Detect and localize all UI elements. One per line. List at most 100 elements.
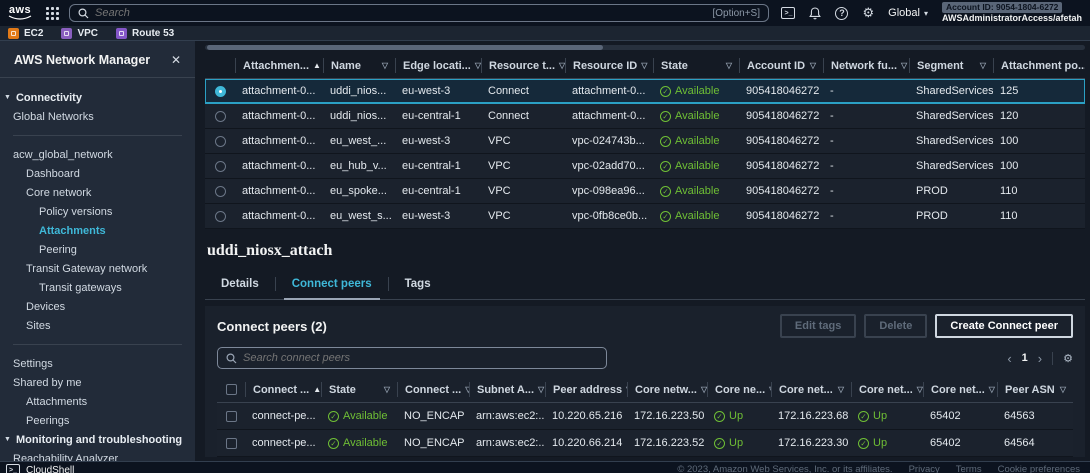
sort-icon[interactable]: ▽ — [988, 385, 995, 394]
sort-icon[interactable]: ▽ — [381, 61, 388, 70]
sidebar-item-core-network[interactable]: Core network — [26, 186, 92, 199]
settings-gear-icon[interactable]: ⚙ — [862, 5, 875, 20]
close-icon[interactable]: ✕ — [170, 53, 181, 67]
sort-icon[interactable]: ▽ — [383, 385, 390, 394]
sidebar-item-transit-gateway-network[interactable]: Transit Gateway network — [26, 262, 148, 275]
sidebar-item-policy-versions[interactable]: Policy versions — [39, 205, 113, 218]
sort-icon[interactable]: ▽ — [725, 61, 732, 70]
col-segment[interactable]: Segment ▽ — [909, 58, 993, 73]
row-checkbox[interactable] — [225, 437, 237, 449]
horizontal-scrollbar[interactable] — [205, 45, 1085, 50]
table-row[interactable]: attachment-0... uddi_nios... eu-west-3 C… — [205, 79, 1085, 104]
col-core-network-bgp2[interactable]: Core net... ▽ — [851, 382, 923, 397]
aws-logo[interactable]: aws — [8, 4, 32, 21]
col-name[interactable]: Name ▽ — [323, 58, 395, 73]
sort-icon[interactable]: ▽ — [465, 385, 469, 394]
table-row[interactable]: attachment-0... eu_hub_v... eu-central-1… — [205, 154, 1085, 179]
sort-icon[interactable]: ▽ — [769, 385, 771, 394]
radio-button[interactable] — [214, 185, 226, 197]
help-icon[interactable]: ? — [835, 6, 849, 20]
search-input[interactable] — [95, 7, 707, 19]
sidebar-item-devices[interactable]: Devices — [26, 300, 66, 313]
sort-icon[interactable]: ▽ — [1059, 385, 1066, 394]
sidebar-section-connectivity[interactable]: ▼ Connectivity — [4, 91, 82, 104]
account-menu[interactable]: Account ID: 9054-1804-6272 AWSAdministra… — [941, 2, 1082, 24]
sidebar-item-dashboard[interactable]: Dashboard — [26, 167, 80, 180]
tab-connect-peers[interactable]: Connect peers — [276, 278, 388, 300]
sort-icon[interactable]: ▽ — [626, 385, 627, 394]
scrollbar-thumb[interactable] — [207, 45, 603, 50]
radio-button[interactable] — [214, 210, 226, 222]
cloudshell-link[interactable]: >_ CloudShell — [6, 464, 74, 473]
radio-button[interactable] — [214, 85, 226, 97]
col-core-network-address2[interactable]: Core net... ▽ — [771, 382, 851, 397]
sidebar-item-transit-gateways[interactable]: Transit gateways — [39, 281, 122, 294]
sort-icon[interactable]: ▽ — [837, 385, 844, 394]
region-selector[interactable]: Global ▾ — [888, 7, 928, 19]
tab-details[interactable]: Details — [221, 278, 259, 290]
table-row[interactable]: connect-pe... ✓ Available NO_ENCAP arn:aw… — [217, 403, 1073, 430]
pagination-page[interactable]: 1 — [1021, 352, 1028, 364]
sort-icon[interactable]: ▽ — [474, 61, 481, 70]
connect-peers-search-input[interactable] — [243, 352, 598, 364]
table-preferences-gear-icon[interactable]: ⚙ — [1052, 351, 1073, 365]
cloudshell-icon[interactable]: >_ — [781, 7, 796, 19]
sidebar-section-monitoring[interactable]: ▼ Monitoring and troubleshooting — [4, 433, 183, 446]
sidebar-item-reachability-analyzer[interactable]: Reachability Analyzer — [13, 452, 119, 462]
col-resource-id[interactable]: Resource ID ▽ — [565, 58, 653, 73]
col-subnet-arn[interactable]: Subnet A... ▽ — [469, 382, 545, 397]
col-connect-peer-id[interactable]: Connect ... ▲ — [245, 382, 321, 397]
col-attachment-policy[interactable]: Attachment po...▽ — [993, 58, 1085, 73]
col-attachment-id[interactable]: Attachmen... ▲ — [235, 58, 323, 73]
sidebar-item-sites[interactable]: Sites — [26, 319, 51, 332]
sort-icon[interactable]: ▽ — [901, 61, 908, 70]
sort-icon[interactable]: ▽ — [979, 61, 986, 70]
sidebar-item-global-networks[interactable]: Global Networks — [13, 110, 94, 123]
col-network-function[interactable]: Network fu... ▽ — [823, 58, 909, 73]
favorite-vpc[interactable]: VPC — [61, 27, 98, 39]
col-state[interactable]: State ▽ — [321, 382, 397, 397]
terms-link[interactable]: Terms — [955, 464, 982, 473]
sort-asc-icon[interactable]: ▲ — [313, 385, 321, 394]
col-peer-address[interactable]: Peer address▽ — [545, 382, 627, 397]
table-row[interactable]: attachment-0... uddi_nios... eu-central-… — [205, 104, 1085, 129]
sidebar-item-shared-by-me[interactable]: Shared by me — [13, 376, 82, 389]
edit-tags-button[interactable]: Edit tags — [779, 314, 857, 338]
table-row[interactable]: attachment-0... eu_spoke... eu-central-1… — [205, 179, 1085, 204]
favorite-ec2[interactable]: EC2 — [8, 27, 43, 39]
sidebar-item-attachments[interactable]: Attachments — [39, 224, 106, 237]
sort-icon[interactable]: ▽ — [700, 385, 707, 394]
global-search[interactable]: [Option+S] — [69, 4, 769, 22]
notifications-bell-icon[interactable] — [809, 6, 822, 20]
favorite-route53[interactable]: Route 53 — [116, 27, 174, 39]
delete-button[interactable]: Delete — [864, 314, 928, 338]
radio-button[interactable] — [214, 135, 226, 147]
col-edge-location[interactable]: Edge locati... ▽ — [395, 58, 481, 73]
sort-icon[interactable]: ▽ — [916, 385, 923, 394]
sort-icon[interactable]: ▽ — [809, 61, 816, 70]
col-state[interactable]: State ▽ — [653, 58, 739, 73]
col-resource-type[interactable]: Resource t... ▽ — [481, 58, 565, 73]
sort-icon[interactable]: ▽ — [538, 385, 545, 394]
table-row[interactable]: attachment-0... eu_west_... eu-west-3 VP… — [205, 129, 1085, 154]
col-core-network-asn[interactable]: Core net... ▽ — [923, 382, 997, 397]
col-core-network-address[interactable]: Core netw... ▽ — [627, 382, 707, 397]
tab-tags[interactable]: Tags — [404, 278, 431, 290]
sidebar-item-shared-attachments[interactable]: Attachments — [26, 395, 88, 408]
col-account-id[interactable]: Account ID ▽ — [739, 58, 823, 73]
pagination-next-icon[interactable]: › — [1037, 350, 1043, 366]
sidebar-item-shared-peerings[interactable]: Peerings — [26, 414, 70, 427]
radio-button[interactable] — [214, 110, 226, 122]
row-checkbox[interactable] — [225, 410, 237, 422]
sort-icon[interactable]: ▽ — [559, 61, 565, 70]
col-core-network-bgp1[interactable]: Core ne...▽ — [707, 382, 771, 397]
table-row[interactable]: attachment-0... eu_west_s... eu-west-3 V… — [205, 204, 1085, 229]
select-all-checkbox[interactable] — [225, 384, 237, 395]
cookie-preferences-link[interactable]: Cookie preferences — [997, 464, 1080, 473]
create-connect-peer-button[interactable]: Create Connect peer — [935, 314, 1073, 338]
privacy-link[interactable]: Privacy — [908, 464, 940, 473]
pagination-prev-icon[interactable]: ‹ — [1007, 350, 1012, 366]
sort-icon[interactable]: ▽ — [641, 61, 648, 70]
sidebar-item-acw-global-network[interactable]: acw_global_network — [13, 148, 113, 161]
sidebar-item-peering[interactable]: Peering — [39, 243, 77, 256]
